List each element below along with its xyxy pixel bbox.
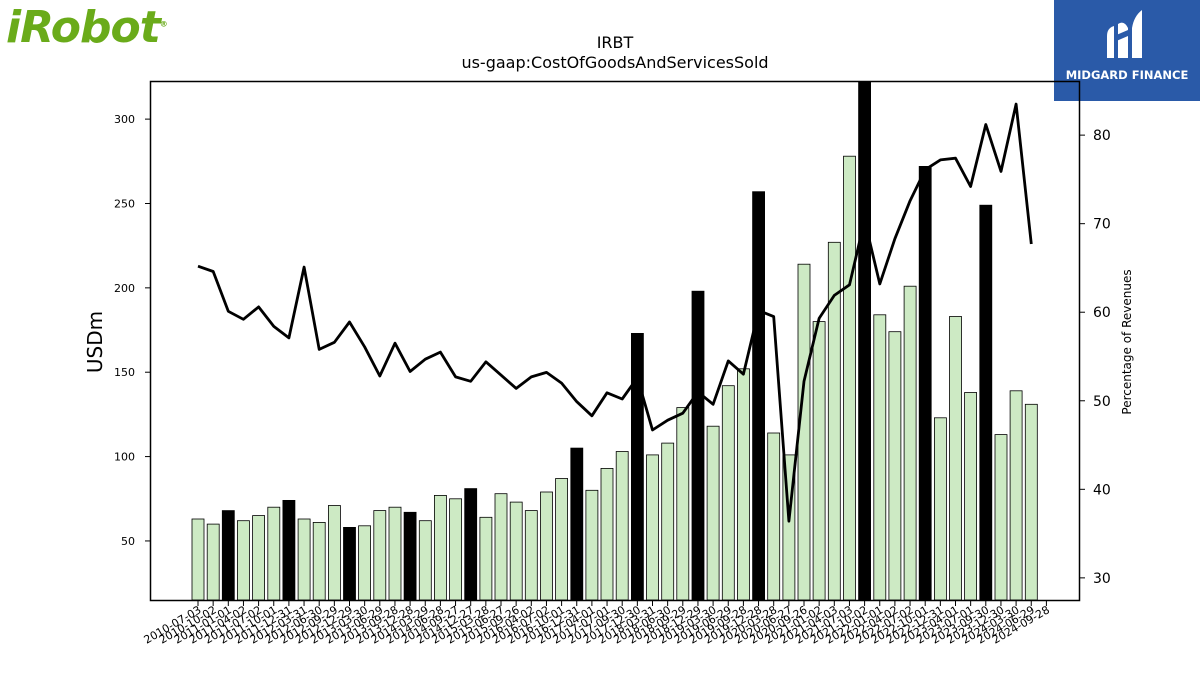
bar-annual (979, 204, 993, 601)
bar-quarter (1024, 403, 1038, 601)
bar-quarter (327, 505, 341, 601)
y-axis-right: 30 40 50 60 70 80 (1079, 128, 1111, 587)
bar-annual (631, 332, 644, 601)
bar-annual (752, 191, 765, 601)
bar-quarter (252, 515, 266, 601)
bar-quarter (646, 454, 659, 601)
bar-quarter (267, 506, 281, 601)
irobot-logo-text: iRobot (6, 2, 161, 53)
bar-annual (464, 488, 478, 601)
bar-annual (221, 510, 235, 601)
bar-quarter (676, 407, 690, 601)
y-tick-label: 250 (114, 197, 135, 210)
bar-quarter (949, 316, 962, 601)
bar-quarter (479, 516, 493, 601)
bar-quarter (661, 442, 675, 601)
y-tick-label: 100 (114, 451, 135, 464)
bar-quarter (888, 331, 902, 601)
y2-tick-label: 70 (1093, 217, 1111, 233)
bar-quarter (585, 489, 599, 601)
chart-subtitle: us-gaap:CostOfGoodsAndServicesSold (461, 53, 768, 72)
y2-tick-label: 60 (1093, 305, 1111, 321)
bar-quarter (418, 520, 432, 601)
y-tick-label: 150 (114, 366, 135, 379)
bar-quarter (191, 518, 205, 601)
bar-annual (282, 499, 296, 601)
y-axis-label: USDm (83, 311, 107, 373)
bar-quarter (388, 506, 402, 601)
bar-annual (570, 447, 584, 601)
bar-quarter (312, 522, 326, 601)
line-group (197, 102, 1033, 523)
bar-quarter (615, 451, 629, 601)
irobot-logo: iRobot® (6, 2, 168, 53)
bar-quarter (555, 478, 568, 601)
bar-quarter (373, 510, 387, 601)
bar-quarter (540, 491, 553, 601)
y2-axis-label: Percentage of Revenues (1120, 269, 1134, 414)
y-axis-left: 50 100 150 200 250 300 (114, 113, 151, 548)
bars-group (191, 81, 1038, 601)
bar-quarter (994, 434, 1008, 601)
bar-quarter (1009, 390, 1023, 601)
plot-frame (149, 80, 1081, 602)
bar-quarter (449, 498, 463, 601)
bar-quarter (297, 518, 311, 601)
bar-quarter (206, 523, 220, 601)
bar-quarter (843, 155, 856, 601)
bar-quarter (737, 368, 750, 601)
y2-tick-label: 80 (1093, 128, 1111, 144)
x-axis: 2010-07-032010-10-022011-01-012011-04-02… (142, 600, 1052, 647)
bar-quarter (812, 321, 826, 601)
bar-annual (858, 81, 871, 601)
bar-quarter (903, 285, 917, 601)
bar-quarter (873, 314, 887, 601)
chart-title: IRBT (597, 33, 634, 52)
midgard-finance-logo-icon (1107, 10, 1142, 59)
bar-quarter (934, 417, 947, 601)
y2-tick-label: 50 (1093, 394, 1111, 410)
bar-quarter (494, 493, 508, 601)
midgard-finance-logo: MIDGARD FINANCE (1054, 0, 1200, 101)
bar-annual (343, 527, 356, 601)
bar-quarter (509, 501, 523, 601)
bar-quarter (600, 467, 614, 601)
bar-annual (918, 165, 932, 601)
midgard-finance-name: MIDGARD FINANCE (1065, 68, 1189, 82)
y-tick-label: 200 (114, 282, 135, 295)
y-tick-label: 50 (121, 535, 135, 548)
y2-tick-label: 30 (1093, 571, 1111, 587)
y2-tick-label: 40 (1093, 482, 1111, 498)
bar-quarter (236, 520, 250, 601)
y-tick-label: 300 (114, 113, 135, 126)
bar-quarter (721, 385, 735, 601)
bar-quarter (524, 510, 538, 601)
bar-annual (403, 511, 417, 601)
bar-quarter (433, 494, 447, 601)
bar-annual (691, 290, 705, 601)
bar-quarter (964, 392, 977, 601)
bar-quarter (767, 432, 781, 601)
bar-quarter (706, 425, 720, 601)
line-series-percentage (197, 102, 1033, 523)
bar-quarter (358, 525, 372, 601)
